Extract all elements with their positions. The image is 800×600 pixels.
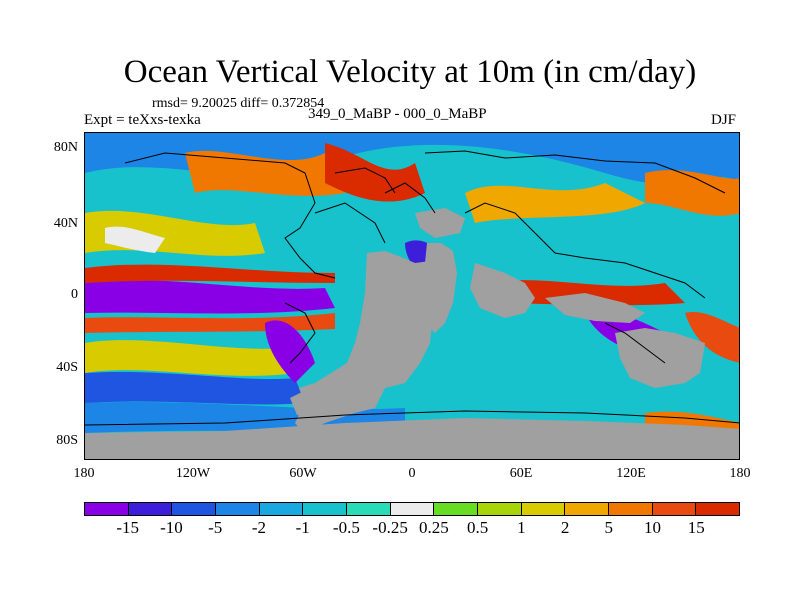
ocean-field [85, 133, 739, 459]
x-tick-120w: 120W [175, 466, 211, 481]
colorbar-label: 1 [517, 518, 526, 537]
colorbar-label: 0.5 [466, 518, 489, 537]
colorbar-label: 0.25 [418, 518, 449, 537]
colorbar-swatch [172, 503, 217, 515]
season-label: DJF [711, 112, 737, 128]
map-panel [84, 132, 740, 460]
colorbar-swatch [216, 503, 260, 515]
colorbar-label: -5 [208, 518, 223, 537]
colorbar-swatch [434, 503, 479, 515]
colorbar [84, 502, 740, 516]
colorbar-label: -15 [116, 518, 140, 537]
colorbar-label: 2 [560, 518, 570, 537]
x-tick-120e: 120E [616, 466, 646, 481]
x-tick-180w: 180 [73, 466, 95, 481]
y-tick-80n: 80N [53, 140, 78, 155]
colorbar-swatch [478, 503, 522, 515]
case-label: 349_0_MaBP - 000_0_MaBP [308, 106, 487, 122]
y-tick-80s: 80S [56, 433, 78, 448]
colorbar-label: -2 [251, 518, 266, 537]
colorbar-swatch [609, 503, 653, 515]
experiment-label: Expt = teXxs-texka [84, 112, 201, 128]
colorbar-label: -1 [295, 518, 310, 537]
colorbar-swatch [521, 503, 566, 515]
y-tick-40s: 40S [56, 360, 78, 375]
x-tick-60w: 60W [289, 466, 317, 481]
map-title: Ocean Vertical Velocity at 10m (in cm/da… [123, 54, 697, 90]
colorbar-swatch [85, 503, 129, 515]
x-tick-60e: 60E [509, 466, 533, 481]
colorbar-swatch [652, 503, 697, 515]
colorbar-swatch [347, 503, 391, 515]
colorbar-label: -0.5 [332, 518, 360, 537]
colorbar-label: 5 [604, 518, 614, 537]
colorbar-swatch [565, 503, 610, 515]
colorbar-swatch [696, 503, 740, 515]
x-tick-0: 0 [408, 466, 416, 481]
stats-label: rmsd= 9.20025 diff= 0.372854 [152, 96, 325, 111]
land-mask [85, 208, 739, 459]
colorbar-swatch [390, 503, 435, 515]
y-tick-0: 0 [71, 287, 78, 302]
x-tick-180e: 180 [729, 466, 751, 481]
colorbar-swatch [303, 503, 348, 515]
coastlines [85, 150, 739, 426]
colorbar-swatch [259, 503, 304, 515]
map-field [85, 133, 739, 459]
colorbar-label: -10 [160, 518, 183, 537]
colorbar-label: -0.25 [372, 518, 408, 537]
colorbar-label: 10 [644, 518, 662, 537]
colorbar-swatch [128, 503, 173, 515]
y-tick-40n: 40N [53, 216, 78, 231]
colorbar-label: 15 [687, 518, 705, 537]
